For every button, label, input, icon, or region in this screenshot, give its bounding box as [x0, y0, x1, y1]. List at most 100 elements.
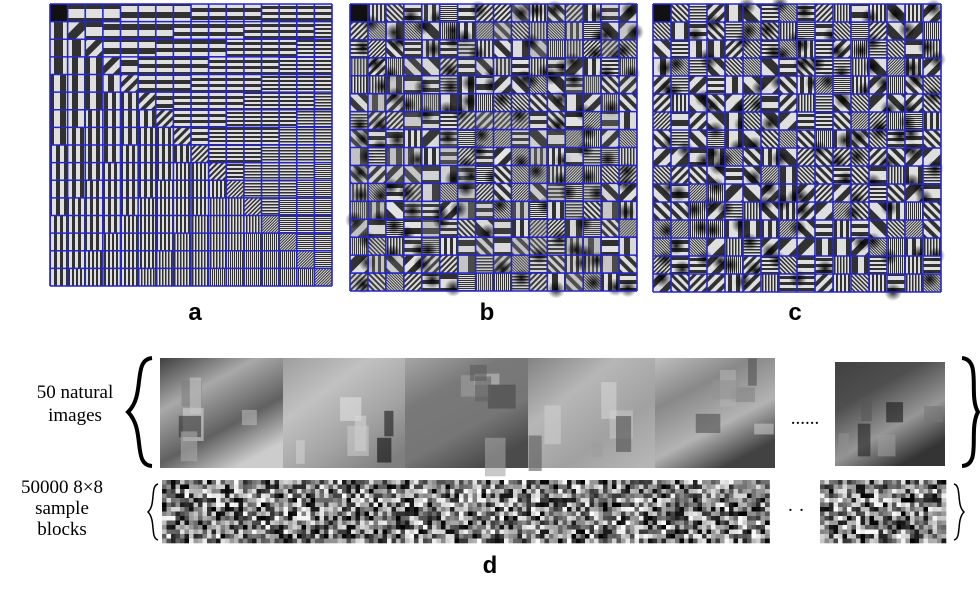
block-pixel — [820, 516, 825, 521]
block-pixel — [865, 521, 870, 526]
block-pixel — [279, 521, 284, 526]
block-pixel — [194, 507, 199, 512]
block-pixel — [698, 503, 703, 508]
photo-detail — [190, 378, 201, 414]
basis-blob — [793, 201, 811, 219]
block-pixel — [162, 480, 167, 485]
block-pixel — [333, 516, 338, 521]
block-pixel — [558, 498, 563, 503]
block-pixel — [603, 516, 608, 521]
block-pixel — [513, 525, 518, 530]
block-pixel — [383, 539, 388, 544]
block-pixel — [738, 503, 743, 508]
block-pixel — [410, 534, 415, 539]
block-pixel — [419, 539, 424, 544]
block-pixel — [216, 525, 221, 530]
block-pixel — [906, 489, 911, 494]
block-pixel — [874, 521, 879, 526]
block-pixel — [324, 512, 329, 517]
block-pixel — [221, 516, 226, 521]
block-pixel — [689, 530, 694, 535]
block-pixel — [284, 516, 289, 521]
block-pixel — [450, 521, 455, 526]
block-pixel — [356, 521, 361, 526]
block-pixel — [518, 489, 523, 494]
block-pixel — [536, 512, 541, 517]
basis-cell — [653, 22, 671, 40]
block-pixel — [843, 525, 848, 530]
block-pixel — [351, 485, 356, 490]
basis-blob — [924, 86, 942, 104]
block-pixel — [473, 525, 478, 530]
block-pixel — [545, 494, 550, 499]
basis-cell — [50, 110, 68, 128]
block-pixel — [847, 503, 852, 508]
basis-cell — [422, 130, 440, 148]
block-pixel — [540, 534, 545, 539]
basis-blob — [870, 123, 888, 141]
block-pixel — [446, 539, 451, 544]
block-pixel — [915, 480, 920, 485]
block-pixel — [495, 539, 500, 544]
basis-cell — [279, 39, 297, 57]
block-pixel — [734, 516, 739, 521]
block-pixel — [162, 516, 167, 521]
block-pixel — [545, 485, 550, 490]
block-pixel — [311, 503, 316, 508]
block-pixel — [414, 498, 419, 503]
block-pixel — [594, 516, 599, 521]
block-pixel — [261, 503, 266, 508]
block-pixel — [870, 485, 875, 490]
block-pixel — [856, 539, 861, 544]
block-pixel — [693, 530, 698, 535]
block-pixel — [675, 480, 680, 485]
block-pixel — [500, 494, 505, 499]
basis-cell — [138, 180, 156, 198]
block-pixel — [576, 525, 581, 530]
panel-label: a — [188, 299, 202, 326]
block-pixel — [414, 521, 419, 526]
block-pixel — [621, 534, 626, 539]
block-pixel — [933, 525, 938, 530]
block-pixel — [491, 494, 496, 499]
block-pixel — [446, 485, 451, 490]
block-pixel — [288, 489, 293, 494]
block-pixel — [176, 480, 181, 485]
block-pixel — [464, 480, 469, 485]
basis-cell — [458, 219, 476, 237]
block-pixel — [387, 494, 392, 499]
block-pixel — [910, 530, 915, 535]
block-pixel — [603, 485, 608, 490]
block-pixel — [937, 494, 942, 499]
block-pixel — [698, 525, 703, 530]
block-pixel — [423, 489, 428, 494]
block-pixel — [545, 503, 550, 508]
block-pixel — [761, 525, 766, 530]
block-pixel — [590, 534, 595, 539]
block-pixel — [171, 507, 176, 512]
block-pixel — [171, 512, 176, 517]
basis-cell — [529, 219, 547, 237]
block-pixel — [743, 534, 748, 539]
block-pixel — [567, 512, 572, 517]
basis-cell — [121, 145, 139, 163]
block-pixel — [910, 494, 915, 499]
block-pixel — [747, 503, 752, 508]
block-pixel — [865, 512, 870, 517]
block-pixel — [239, 494, 244, 499]
block-pixel — [558, 485, 563, 490]
block-pixel — [207, 489, 212, 494]
block-pixel — [500, 534, 505, 539]
block-pixel — [189, 494, 194, 499]
block-pixel — [302, 530, 307, 535]
block-pixel — [509, 521, 514, 526]
block-pixel — [901, 485, 906, 490]
block-pixel — [666, 485, 671, 490]
block-pixel — [906, 534, 911, 539]
block-pixel — [693, 489, 698, 494]
basis-cell — [226, 110, 244, 128]
block-pixel — [369, 489, 374, 494]
block-pixel — [540, 521, 545, 526]
block-pixel — [924, 498, 929, 503]
block-pixel — [834, 494, 839, 499]
